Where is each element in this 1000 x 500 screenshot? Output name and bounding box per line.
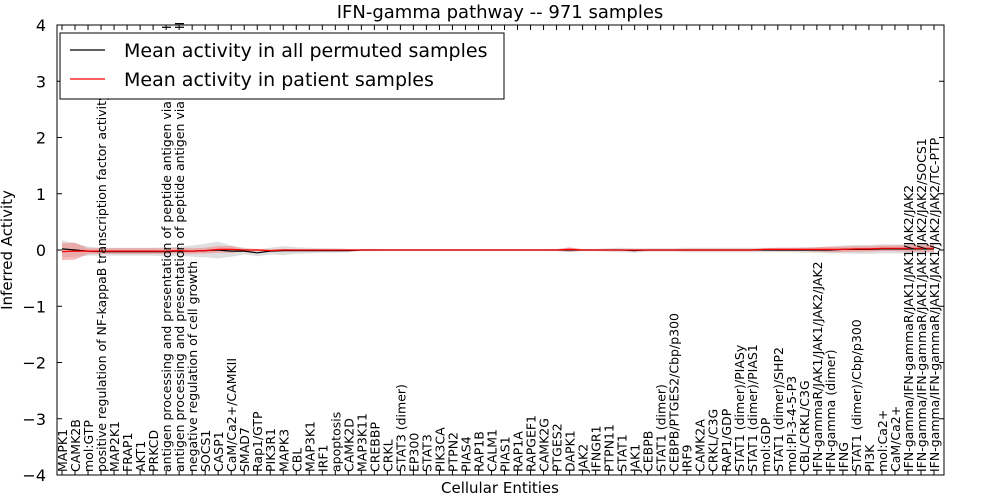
x-tick-label: CASP1 bbox=[211, 431, 226, 472]
x-tick-label: mol:PI-3-4-5-P3 bbox=[784, 376, 799, 472]
x-tick-label: EP300 bbox=[406, 433, 421, 472]
x-tick-label: PTGES2 bbox=[550, 423, 565, 472]
x-tick-label: CAMK2G bbox=[537, 418, 552, 472]
x-tick-label: MAPK3 bbox=[276, 429, 291, 472]
y-tick-label: −4 bbox=[22, 466, 46, 485]
x-tick-label: JAK1 bbox=[628, 444, 643, 473]
x-tick-label: RAPGEF1 bbox=[524, 415, 539, 472]
x-tick-label: antigen processing and presentation of p… bbox=[159, 25, 174, 472]
patient-mean-line bbox=[61, 247, 934, 253]
x-tick-label: RAP1A bbox=[511, 431, 526, 472]
x-tick-label: IFN-gamma/IFN-gammaR/JAK1/JAK1/JAK2/JAK2… bbox=[914, 138, 929, 472]
x-tick-label: PIK3R1 bbox=[263, 428, 278, 472]
y-axis-label: Inferred Activity bbox=[0, 190, 16, 310]
x-tick-label: RAP1B bbox=[472, 431, 487, 472]
x-tick-label: STAT1 (dimer)/PIASy bbox=[732, 344, 747, 472]
x-tick-label: STAT1 (dimer)/SHP2 bbox=[771, 347, 786, 472]
x-tick-label: mol:Ca2+ bbox=[875, 410, 890, 472]
x-tick-label: SOCS1 bbox=[198, 430, 213, 472]
x-tick-label: DAPK1 bbox=[563, 430, 578, 472]
y-tick-label: 0 bbox=[36, 241, 46, 260]
y-axis: −4 −3 −2 −1 0 1 2 3 4 bbox=[22, 16, 944, 485]
x-tick-label: FRAP1 bbox=[120, 433, 135, 472]
x-tick-label: IRF9 bbox=[680, 444, 695, 472]
x-tick-label: IFN-gamma (dimer) bbox=[823, 350, 838, 473]
x-tick-label: IRF1 bbox=[315, 444, 330, 472]
x-tick-label: STAT1 (dimer)/PIAS1 bbox=[745, 344, 760, 472]
x-tick-label: AKT1 bbox=[133, 441, 148, 472]
x-tick-label: STAT1 (dimer)/Cbp/p300 bbox=[849, 319, 864, 472]
y-tick-label: 2 bbox=[36, 129, 46, 148]
x-tick-label: MAP3K11 bbox=[354, 413, 369, 472]
x-tick-label: STAT3 bbox=[419, 434, 434, 472]
x-tick-label: Rap1/GTP bbox=[250, 411, 265, 472]
x-tick-label: IFNGR1 bbox=[589, 425, 604, 472]
x-tick-label: MAP3K1 bbox=[302, 421, 317, 472]
legend-label-permuted: Mean activity in all permuted samples bbox=[124, 40, 487, 62]
x-tick-label: IFN-gamma/IFN-gammaR/JAK1/JAK1/JAK2/JAK2 bbox=[901, 185, 916, 472]
legend-label-patient: Mean activity in patient samples bbox=[124, 69, 434, 91]
y-tick-label: −3 bbox=[22, 410, 46, 429]
legend: Mean activity in all permuted samples Me… bbox=[59, 32, 505, 100]
x-tick-label: PIK3CA bbox=[432, 427, 447, 472]
y-tick-label: −1 bbox=[22, 297, 46, 316]
x-tick-label: CRKL/C3G bbox=[706, 409, 721, 472]
x-tick-label: CALM1 bbox=[485, 429, 500, 472]
x-tick-label: PTPN2 bbox=[445, 432, 460, 472]
x-tick-label: CAMK2A bbox=[693, 419, 708, 472]
chart-title: IFN-gamma pathway -- 971 samples bbox=[337, 2, 664, 23]
y-tick-label: 1 bbox=[36, 185, 46, 204]
x-tick-label: IFNG bbox=[836, 442, 851, 472]
x-tick-label: STAT1 (dimer) bbox=[654, 384, 669, 472]
x-tick-label: MAPK1 bbox=[55, 429, 70, 472]
x-tick-label: negative regulation of cell growth bbox=[185, 261, 200, 472]
x-tick-label: PI3K bbox=[862, 444, 877, 472]
x-tick-label: JAK2 bbox=[576, 444, 591, 473]
x-tick-label: PRKCD bbox=[146, 430, 161, 472]
x-tick-label: CREBBP bbox=[367, 422, 382, 472]
x-tick-label: IFN-gammaR/JAK1/JAK1/JAK2/JAK2 bbox=[810, 261, 825, 472]
x-tick-label: CBL bbox=[289, 448, 304, 472]
x-tick-label: CEBPB/PTGES2/Cbp/p300 bbox=[667, 313, 682, 472]
x-tick-label: CBL/CRKL/C3G bbox=[797, 380, 812, 472]
x-axis-label: Cellular Entities bbox=[441, 479, 559, 497]
x-tick-label: CaM/Ca2+ bbox=[888, 406, 903, 472]
x-tick-label: mol:GTP bbox=[81, 420, 96, 472]
x-tick-label: CRKL bbox=[380, 439, 395, 472]
x-tick-label: positive regulation of NF-kappaB transcr… bbox=[94, 93, 109, 472]
x-tick-label: mol:GDP bbox=[758, 417, 773, 472]
x-tick-label: SMAD7 bbox=[237, 427, 252, 472]
y-tick-label: 3 bbox=[36, 72, 46, 91]
x-tick-label: antigen processing and presentation of p… bbox=[172, 22, 187, 472]
x-tick-label: IFN-gamma/IFN-gammaR/JAK1/JAK1/JAK2/JAK2… bbox=[927, 137, 942, 472]
x-tick-label: CaM/Ca2+/CAMKII bbox=[224, 358, 239, 472]
x-tick-label: PTPN11 bbox=[602, 424, 617, 472]
y-tick-label: 4 bbox=[36, 16, 46, 35]
x-tick-label: STAT3 (dimer) bbox=[393, 384, 408, 472]
y-tick-label: −2 bbox=[22, 354, 46, 373]
x-tick-label: MAP2K1 bbox=[107, 421, 122, 472]
x-tick-label: CAMK2D bbox=[341, 418, 356, 472]
x-tick-label: CEBPB bbox=[641, 431, 656, 472]
x-tick-label: PIAS4 bbox=[459, 436, 474, 472]
x-tick-label: RAP1/GDP bbox=[719, 408, 734, 472]
x-tick-label: STAT1 bbox=[615, 434, 630, 472]
x-tick-label: CAMK2B bbox=[68, 419, 83, 472]
legend-box bbox=[59, 32, 505, 100]
x-tick-label: PIAS1 bbox=[498, 436, 513, 472]
x-tick-label: apoptosis bbox=[328, 412, 343, 472]
